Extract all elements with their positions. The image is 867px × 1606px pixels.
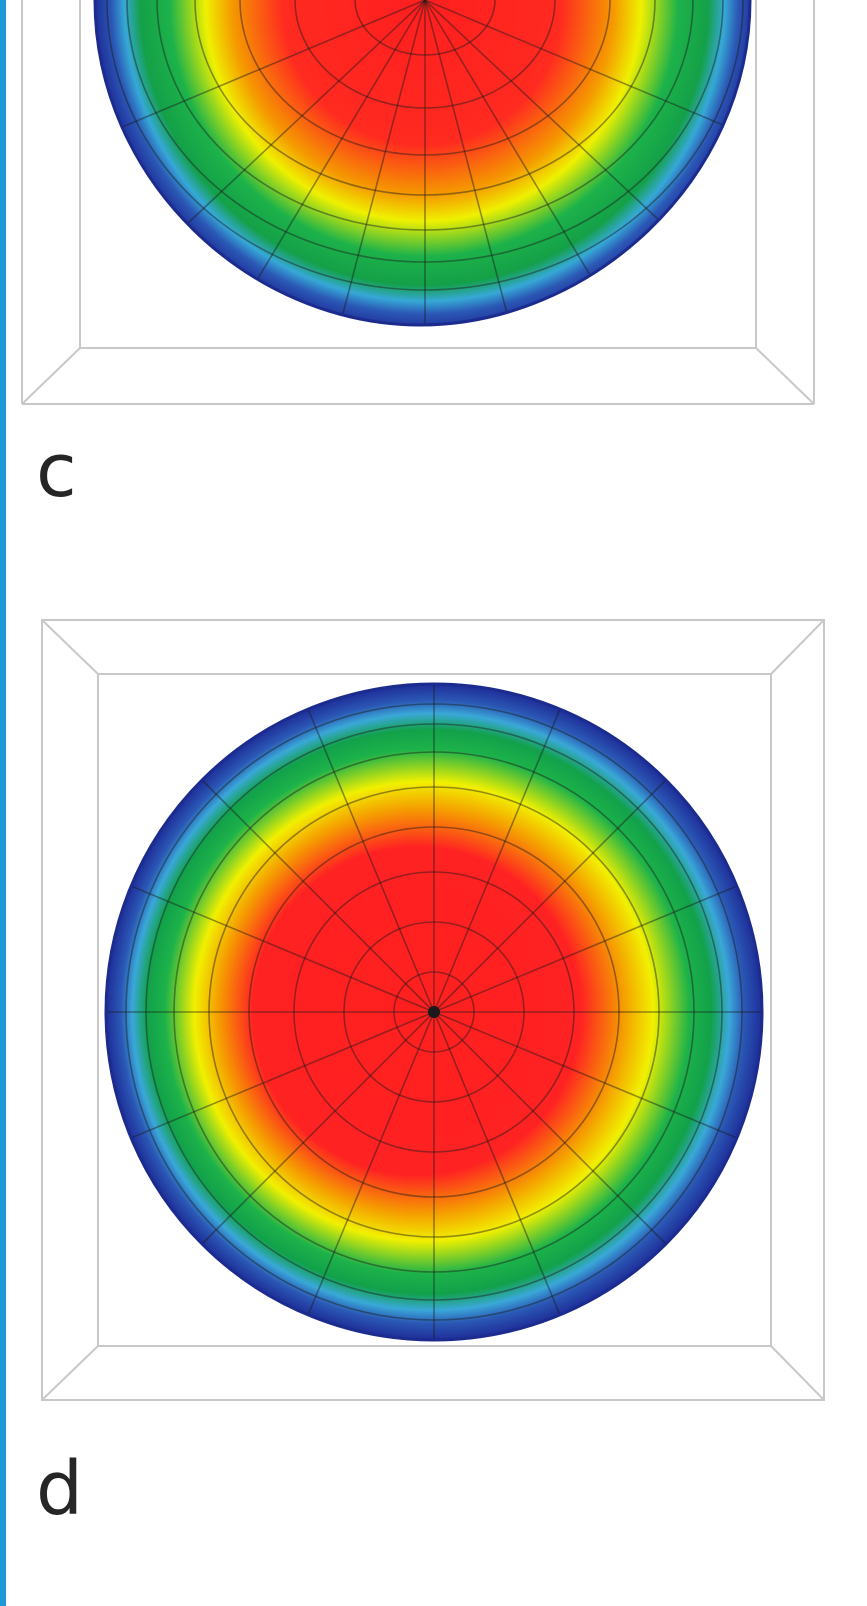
panel-c-dome: [95, 0, 750, 325]
panel-label-c: c: [36, 428, 77, 514]
pole-marker: [428, 1006, 440, 1018]
accent-bar: [0, 0, 6, 1606]
panel-c-frame: [21, 0, 815, 405]
panel-label-d: d: [36, 1446, 83, 1532]
panel-d-frame: [41, 619, 825, 1401]
panel-c: [21, 0, 815, 405]
panel-d: [41, 619, 825, 1401]
